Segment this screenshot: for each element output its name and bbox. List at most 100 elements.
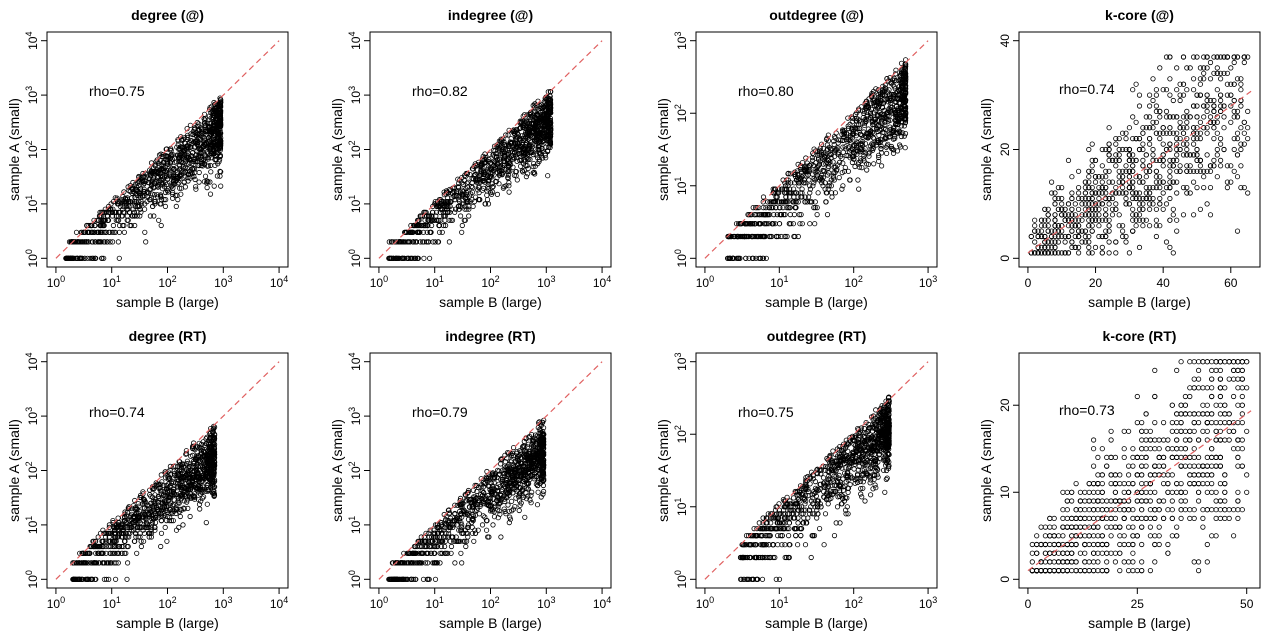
data-point	[877, 94, 884, 100]
data-point	[1174, 168, 1180, 174]
data-point	[1174, 228, 1180, 234]
data-point	[1231, 97, 1237, 104]
data-point	[1140, 130, 1146, 136]
data-point	[1241, 141, 1247, 147]
data-point	[1045, 239, 1051, 245]
data-point	[1086, 206, 1092, 212]
data-point	[539, 155, 546, 161]
data-point	[512, 140, 519, 146]
data-point	[824, 212, 831, 218]
data-point	[901, 65, 908, 71]
rho-annotation: rho=0.82	[412, 83, 468, 99]
data-point	[832, 135, 838, 141]
data-point	[178, 153, 184, 159]
data-point	[175, 137, 181, 143]
data-point	[65, 255, 72, 261]
data-point	[119, 199, 126, 205]
data-point	[1174, 157, 1180, 163]
data-point	[484, 197, 491, 203]
data-point	[760, 212, 766, 218]
data-point	[216, 145, 222, 151]
data-point	[785, 199, 791, 205]
data-point	[1136, 103, 1143, 109]
data-point	[207, 106, 213, 113]
data-point	[493, 165, 499, 171]
data-point	[476, 177, 482, 183]
data-point	[537, 138, 543, 144]
data-point	[1150, 146, 1156, 153]
data-point	[161, 184, 167, 190]
data-point	[211, 110, 217, 117]
data-point	[93, 550, 99, 556]
data-point	[115, 217, 121, 223]
data-point	[109, 550, 115, 556]
data-point	[1099, 217, 1105, 223]
data-point	[1106, 195, 1112, 202]
data-point	[865, 116, 872, 122]
data-point	[1113, 141, 1119, 147]
data-point	[1160, 130, 1166, 136]
data-point	[1224, 163, 1231, 169]
data-point	[1076, 168, 1082, 174]
data-point	[1157, 195, 1163, 202]
data-point	[1133, 136, 1139, 142]
data-point	[190, 132, 196, 138]
data-point	[436, 222, 443, 229]
data-point	[1150, 152, 1156, 158]
data-point	[524, 152, 531, 158]
data-point	[861, 129, 867, 135]
data-point	[1062, 206, 1068, 212]
data-point	[1163, 54, 1170, 60]
data-point	[208, 115, 214, 121]
data-point	[1201, 103, 1207, 109]
data-point	[524, 129, 531, 136]
data-point	[776, 205, 783, 211]
data-point	[810, 150, 816, 156]
data-point	[480, 175, 486, 181]
data-point	[1228, 81, 1234, 87]
data-point	[1126, 125, 1133, 131]
data-point	[1153, 179, 1160, 185]
data-point	[1038, 250, 1045, 256]
data-point	[1180, 114, 1187, 120]
data-point	[1157, 223, 1163, 229]
data-point	[1174, 130, 1180, 136]
x-tick-label: 102	[845, 274, 863, 290]
data-point	[1032, 250, 1038, 256]
data-point	[204, 149, 210, 155]
data-point	[492, 159, 498, 165]
data-point	[821, 169, 827, 175]
data-point	[409, 255, 415, 261]
data-point	[1214, 152, 1220, 158]
data-point	[1123, 130, 1129, 136]
data-point	[452, 209, 458, 215]
data-point	[1065, 233, 1072, 240]
data-point	[1106, 250, 1112, 256]
data-point	[1197, 65, 1204, 71]
data-point	[511, 154, 517, 160]
data-point	[1143, 174, 1149, 180]
data-point	[824, 135, 830, 141]
data-point	[1214, 119, 1220, 125]
data-point	[1218, 108, 1224, 115]
data-point	[1214, 87, 1220, 93]
data-point	[1126, 250, 1133, 256]
data-point	[894, 96, 900, 102]
data-point	[826, 183, 832, 189]
data-point	[1055, 206, 1062, 212]
data-point	[182, 184, 188, 190]
data-point	[1035, 250, 1041, 256]
data-point	[841, 168, 848, 174]
data-point	[1204, 108, 1210, 115]
data-point	[407, 239, 413, 245]
y-axis-label: sample A (small)	[655, 98, 671, 201]
data-point	[1055, 250, 1062, 256]
data-point	[1103, 233, 1109, 240]
data-point	[1116, 168, 1122, 174]
data-point	[488, 166, 494, 173]
data-point	[1116, 136, 1122, 142]
data-point	[162, 524, 168, 531]
data-point	[452, 206, 459, 212]
data-point	[1120, 179, 1126, 185]
data-point	[852, 148, 858, 154]
